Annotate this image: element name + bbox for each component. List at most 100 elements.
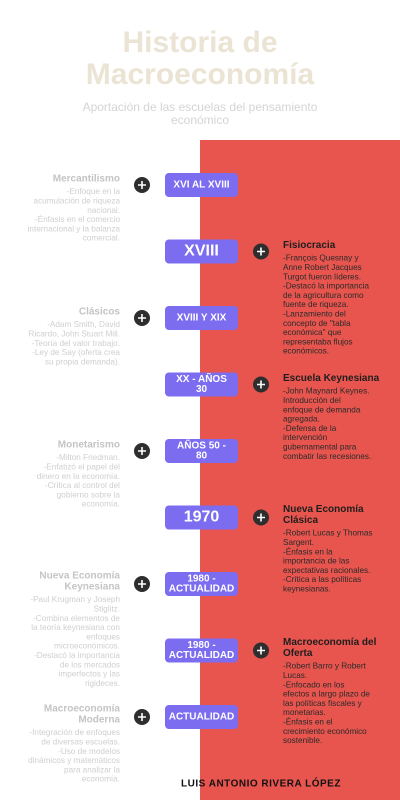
period-box bbox=[165, 439, 238, 463]
school-title: Escuela Keynesiana bbox=[283, 373, 380, 384]
school-body: sostenible. bbox=[283, 736, 322, 745]
school-title: Monetarismo bbox=[58, 440, 120, 451]
school-body: Lucas. bbox=[283, 671, 307, 680]
period-box bbox=[165, 705, 238, 729]
school-body: -Crítica a las políticas bbox=[283, 575, 361, 584]
school-title: Moderna bbox=[78, 715, 120, 726]
period-label: 30 bbox=[196, 384, 208, 395]
period-box bbox=[165, 572, 238, 596]
school-body: económica" que bbox=[283, 328, 342, 337]
period-label: ACTUALIDAD bbox=[169, 584, 235, 595]
school-body: rigideces. bbox=[85, 679, 120, 688]
period-label: 1980 - bbox=[187, 574, 215, 585]
plus-sign bbox=[138, 447, 146, 455]
school-body: -Milton Friedman. bbox=[56, 453, 120, 462]
school-body: crecimiento económico bbox=[283, 727, 367, 736]
school-body: económicos. bbox=[283, 347, 329, 356]
school-body: -Combina elementos de bbox=[33, 614, 120, 623]
title-line: Macroeconomía bbox=[86, 58, 315, 91]
school-body: Anne Robert Jacques bbox=[283, 263, 362, 272]
period-label: 80 bbox=[196, 451, 208, 462]
school-body: -Énfasis en la bbox=[283, 546, 333, 556]
school-body: de diversas escuelas. bbox=[41, 737, 120, 746]
school-body: Turgot fueron líderes. bbox=[283, 272, 361, 281]
school-body: Ricardo, John Stuart Mill. bbox=[29, 329, 120, 338]
school-body: economía. bbox=[82, 500, 120, 509]
school-body: dinámicos y matemáticos bbox=[28, 756, 120, 765]
school-body: fuente de riqueza. bbox=[283, 300, 349, 309]
school-body: de la agricultura como bbox=[283, 291, 364, 300]
plus-sign bbox=[257, 513, 265, 522]
school-body: -Robert Lucas y Thomas bbox=[283, 529, 373, 538]
school-body: -Adam Smith, David bbox=[47, 320, 120, 329]
author: LUIS ANTONIO RIVERA LÓPEZ bbox=[181, 777, 341, 790]
school-body: su propia demanda). bbox=[45, 357, 120, 366]
period-label: XVI AL XVIII bbox=[173, 180, 229, 191]
school-body: nacional. bbox=[87, 206, 120, 215]
school-body: enfoque de demanda bbox=[283, 405, 361, 414]
school-body: -Integración de enfoques bbox=[29, 728, 120, 737]
school-title: Fisiocracia bbox=[283, 240, 336, 251]
school-body: economía. bbox=[82, 775, 120, 784]
period-box bbox=[165, 505, 238, 530]
plus-sign bbox=[138, 181, 146, 189]
school-body: microeconómicos. bbox=[54, 642, 120, 651]
school-body: -Crítica al control del bbox=[45, 481, 120, 490]
school-body: las políticas fiscales y bbox=[283, 699, 363, 708]
school-body: representaba flujos bbox=[283, 337, 353, 346]
school-title: Keynesiana bbox=[64, 582, 120, 593]
school-title: Macroeconomía bbox=[44, 704, 121, 715]
school-body: combatir las recesiones. bbox=[283, 452, 371, 461]
school-body: -Enfoque en la bbox=[67, 187, 121, 196]
school-title: Macroeconomía del bbox=[283, 637, 377, 648]
school-body: -Teoría del valor trabajo. bbox=[32, 339, 120, 348]
school-body: importancia de las bbox=[283, 557, 349, 566]
school-body: Introducción del bbox=[283, 396, 341, 405]
period-label: ACTUALIDAD bbox=[169, 650, 235, 661]
school-body: -Ley de Say (oferta crea bbox=[32, 348, 120, 357]
plus-sign bbox=[138, 580, 146, 588]
subtitle-line: económico bbox=[171, 113, 229, 127]
school-body: gobierno sobre la bbox=[57, 490, 121, 499]
school-body: Stiglitz. bbox=[94, 604, 120, 613]
period-box bbox=[165, 372, 238, 397]
school-body: internacional y la balanza bbox=[28, 224, 121, 233]
school-body: -Uso de modelos bbox=[58, 747, 120, 756]
school-body: -Paul Krugman y Joseph bbox=[30, 595, 120, 604]
plus-sign bbox=[257, 646, 265, 655]
school-body: monetarias. bbox=[283, 708, 326, 717]
plus-sign bbox=[257, 380, 265, 389]
school-title: Oferta bbox=[283, 648, 313, 659]
school-body: dinero en la economía. bbox=[37, 472, 120, 481]
school-body: imperfectos y las bbox=[59, 670, 120, 679]
school-body: -Enfocado en los bbox=[283, 680, 344, 689]
period-label: AÑOS 50 - bbox=[177, 439, 226, 452]
school-title: Clásicos bbox=[79, 307, 121, 318]
period-box bbox=[165, 239, 238, 264]
period-label: ACTUALIDAD bbox=[169, 712, 235, 723]
school-body: -Énfasis en el bbox=[283, 716, 333, 726]
school-body: keynesianas. bbox=[283, 584, 331, 593]
title-line: Historia de bbox=[122, 26, 277, 59]
school-body: -Enfatizó el papel del bbox=[44, 462, 121, 471]
school-body: gubernamental para bbox=[283, 442, 357, 451]
period-label: XVIII bbox=[184, 243, 219, 260]
period-label: XVIII Y XIX bbox=[177, 313, 227, 324]
school-body: para analizar la bbox=[64, 765, 120, 774]
plus-sign bbox=[138, 314, 146, 322]
period-label: 1980 - bbox=[187, 640, 215, 651]
school-body: expectativas racionales. bbox=[283, 566, 370, 575]
school-body: -Lanzamiento del bbox=[283, 309, 346, 318]
school-body: intervención bbox=[283, 433, 328, 442]
plus-sign bbox=[138, 713, 146, 721]
school-body: -Destacó la importancia bbox=[34, 651, 120, 660]
school-body: -Énfasis en el comercio bbox=[35, 214, 121, 224]
school-body: efectos a largo plazo de bbox=[283, 690, 370, 699]
school-body: acumulación de riqueza bbox=[34, 196, 121, 205]
school-body: Sargent. bbox=[283, 538, 314, 547]
school-title: Nueva Economía bbox=[39, 571, 120, 582]
period-box bbox=[165, 638, 238, 663]
school-title: Clásica bbox=[283, 515, 318, 526]
